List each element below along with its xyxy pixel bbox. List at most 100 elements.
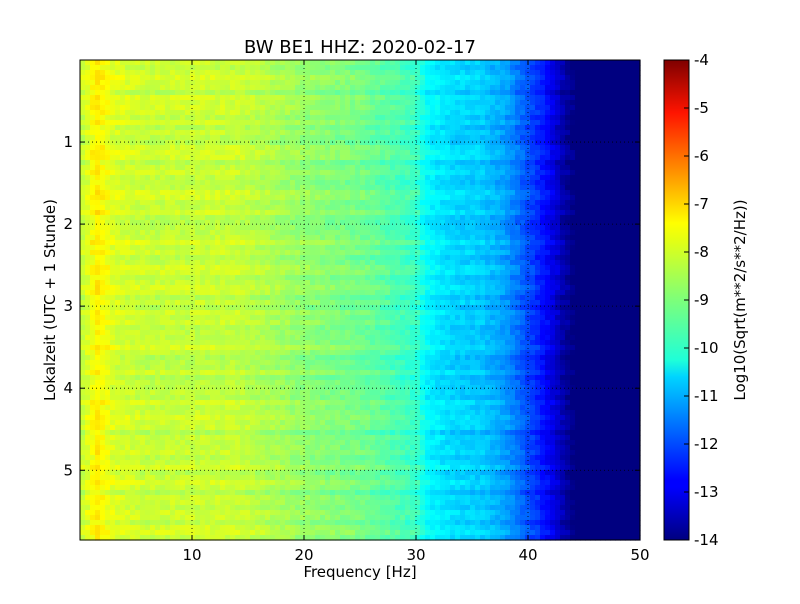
heatmap-cell [255, 160, 261, 166]
heatmap-cell [85, 95, 91, 101]
heatmap-cell [525, 80, 531, 86]
heatmap-cell [625, 105, 631, 111]
heatmap-cell [95, 75, 101, 81]
heatmap-cell [430, 155, 436, 161]
heatmap-cell [495, 70, 501, 76]
heatmap-cell [300, 275, 306, 281]
heatmap-cell [215, 95, 221, 101]
heatmap-cell [220, 160, 226, 166]
heatmap-cell [405, 140, 411, 146]
heatmap-cell [200, 210, 206, 216]
heatmap-cell [240, 190, 246, 196]
heatmap-cell [250, 210, 256, 216]
heatmap-cell [325, 60, 331, 66]
heatmap-cell [505, 115, 511, 121]
heatmap-cell [400, 140, 406, 146]
heatmap-cell [285, 240, 291, 246]
heatmap-cell [325, 125, 331, 131]
heatmap-cell [90, 225, 96, 231]
heatmap-cell [260, 155, 266, 161]
heatmap-cell [275, 110, 281, 116]
heatmap-cell [530, 95, 536, 101]
heatmap-cell [515, 115, 521, 121]
heatmap-cell [340, 60, 346, 66]
heatmap-cell [230, 130, 236, 136]
heatmap-cell [485, 265, 491, 271]
heatmap-cell [465, 190, 471, 196]
heatmap-cell [475, 90, 481, 96]
heatmap-cell [100, 90, 106, 96]
heatmap-cell [550, 215, 556, 221]
heatmap-cell [295, 125, 301, 131]
heatmap-cell [390, 175, 396, 181]
heatmap-cell [205, 270, 211, 276]
heatmap-cell [405, 245, 411, 251]
heatmap-cell [105, 60, 111, 66]
heatmap-cell [155, 115, 161, 121]
heatmap-cell [500, 180, 506, 186]
heatmap-cell [90, 200, 96, 206]
heatmap-cell [175, 190, 181, 196]
heatmap-cell [400, 175, 406, 181]
heatmap-cell [445, 95, 451, 101]
heatmap-cell [340, 155, 346, 161]
heatmap-cell [130, 275, 136, 281]
heatmap-cell [355, 250, 361, 256]
heatmap-cell [500, 160, 506, 166]
chart-title: BW BE1 HHZ: 2020-02-17 [244, 37, 476, 58]
heatmap-cell [380, 175, 386, 181]
heatmap-cell [240, 105, 246, 111]
heatmap-cell [235, 240, 241, 246]
heatmap-cell [620, 130, 626, 136]
heatmap-cell [620, 260, 626, 266]
heatmap-cell [570, 215, 576, 221]
heatmap-cell [295, 190, 301, 196]
heatmap-cell [505, 130, 511, 136]
heatmap-cell [105, 210, 111, 216]
heatmap-cell [225, 220, 231, 226]
heatmap-cell [370, 120, 376, 126]
heatmap-cell [325, 255, 331, 261]
heatmap-cell [280, 125, 286, 131]
heatmap-cell [410, 200, 416, 206]
heatmap-cell [335, 135, 341, 141]
heatmap-cell [360, 225, 366, 231]
heatmap-cell [575, 120, 581, 126]
heatmap-cell [435, 80, 441, 86]
heatmap-cell [125, 75, 131, 81]
heatmap-cell [130, 225, 136, 231]
heatmap-cell [80, 70, 86, 76]
heatmap-cell [410, 230, 416, 236]
heatmap-cell [630, 100, 636, 106]
heatmap-cell [185, 165, 191, 171]
heatmap-cell [355, 175, 361, 181]
heatmap-cell [565, 95, 571, 101]
heatmap-cell [635, 140, 641, 146]
heatmap-cell [260, 175, 266, 181]
heatmap-cell [365, 135, 371, 141]
heatmap-cell [250, 130, 256, 136]
heatmap-cell [340, 160, 346, 166]
heatmap-cell [535, 150, 541, 156]
heatmap-cell [190, 185, 196, 191]
heatmap-cell [145, 170, 151, 176]
heatmap-cell [495, 105, 501, 111]
heatmap-cell [245, 250, 251, 256]
heatmap-cell [305, 205, 311, 211]
heatmap-cell [165, 115, 171, 121]
heatmap-cell [485, 175, 491, 181]
heatmap-cell [260, 225, 266, 231]
heatmap-cell [420, 90, 426, 96]
heatmap-cell [125, 90, 131, 96]
heatmap-cell [635, 95, 641, 101]
heatmap-cell [340, 65, 346, 71]
heatmap-cell [145, 80, 151, 86]
heatmap-cell [560, 120, 566, 126]
heatmap-cell [470, 275, 476, 281]
heatmap-cell [345, 110, 351, 116]
heatmap-cell [480, 110, 486, 116]
heatmap-cell [595, 85, 601, 91]
heatmap-cell [510, 265, 516, 271]
heatmap-cell [110, 275, 116, 281]
heatmap-cell [150, 130, 156, 136]
